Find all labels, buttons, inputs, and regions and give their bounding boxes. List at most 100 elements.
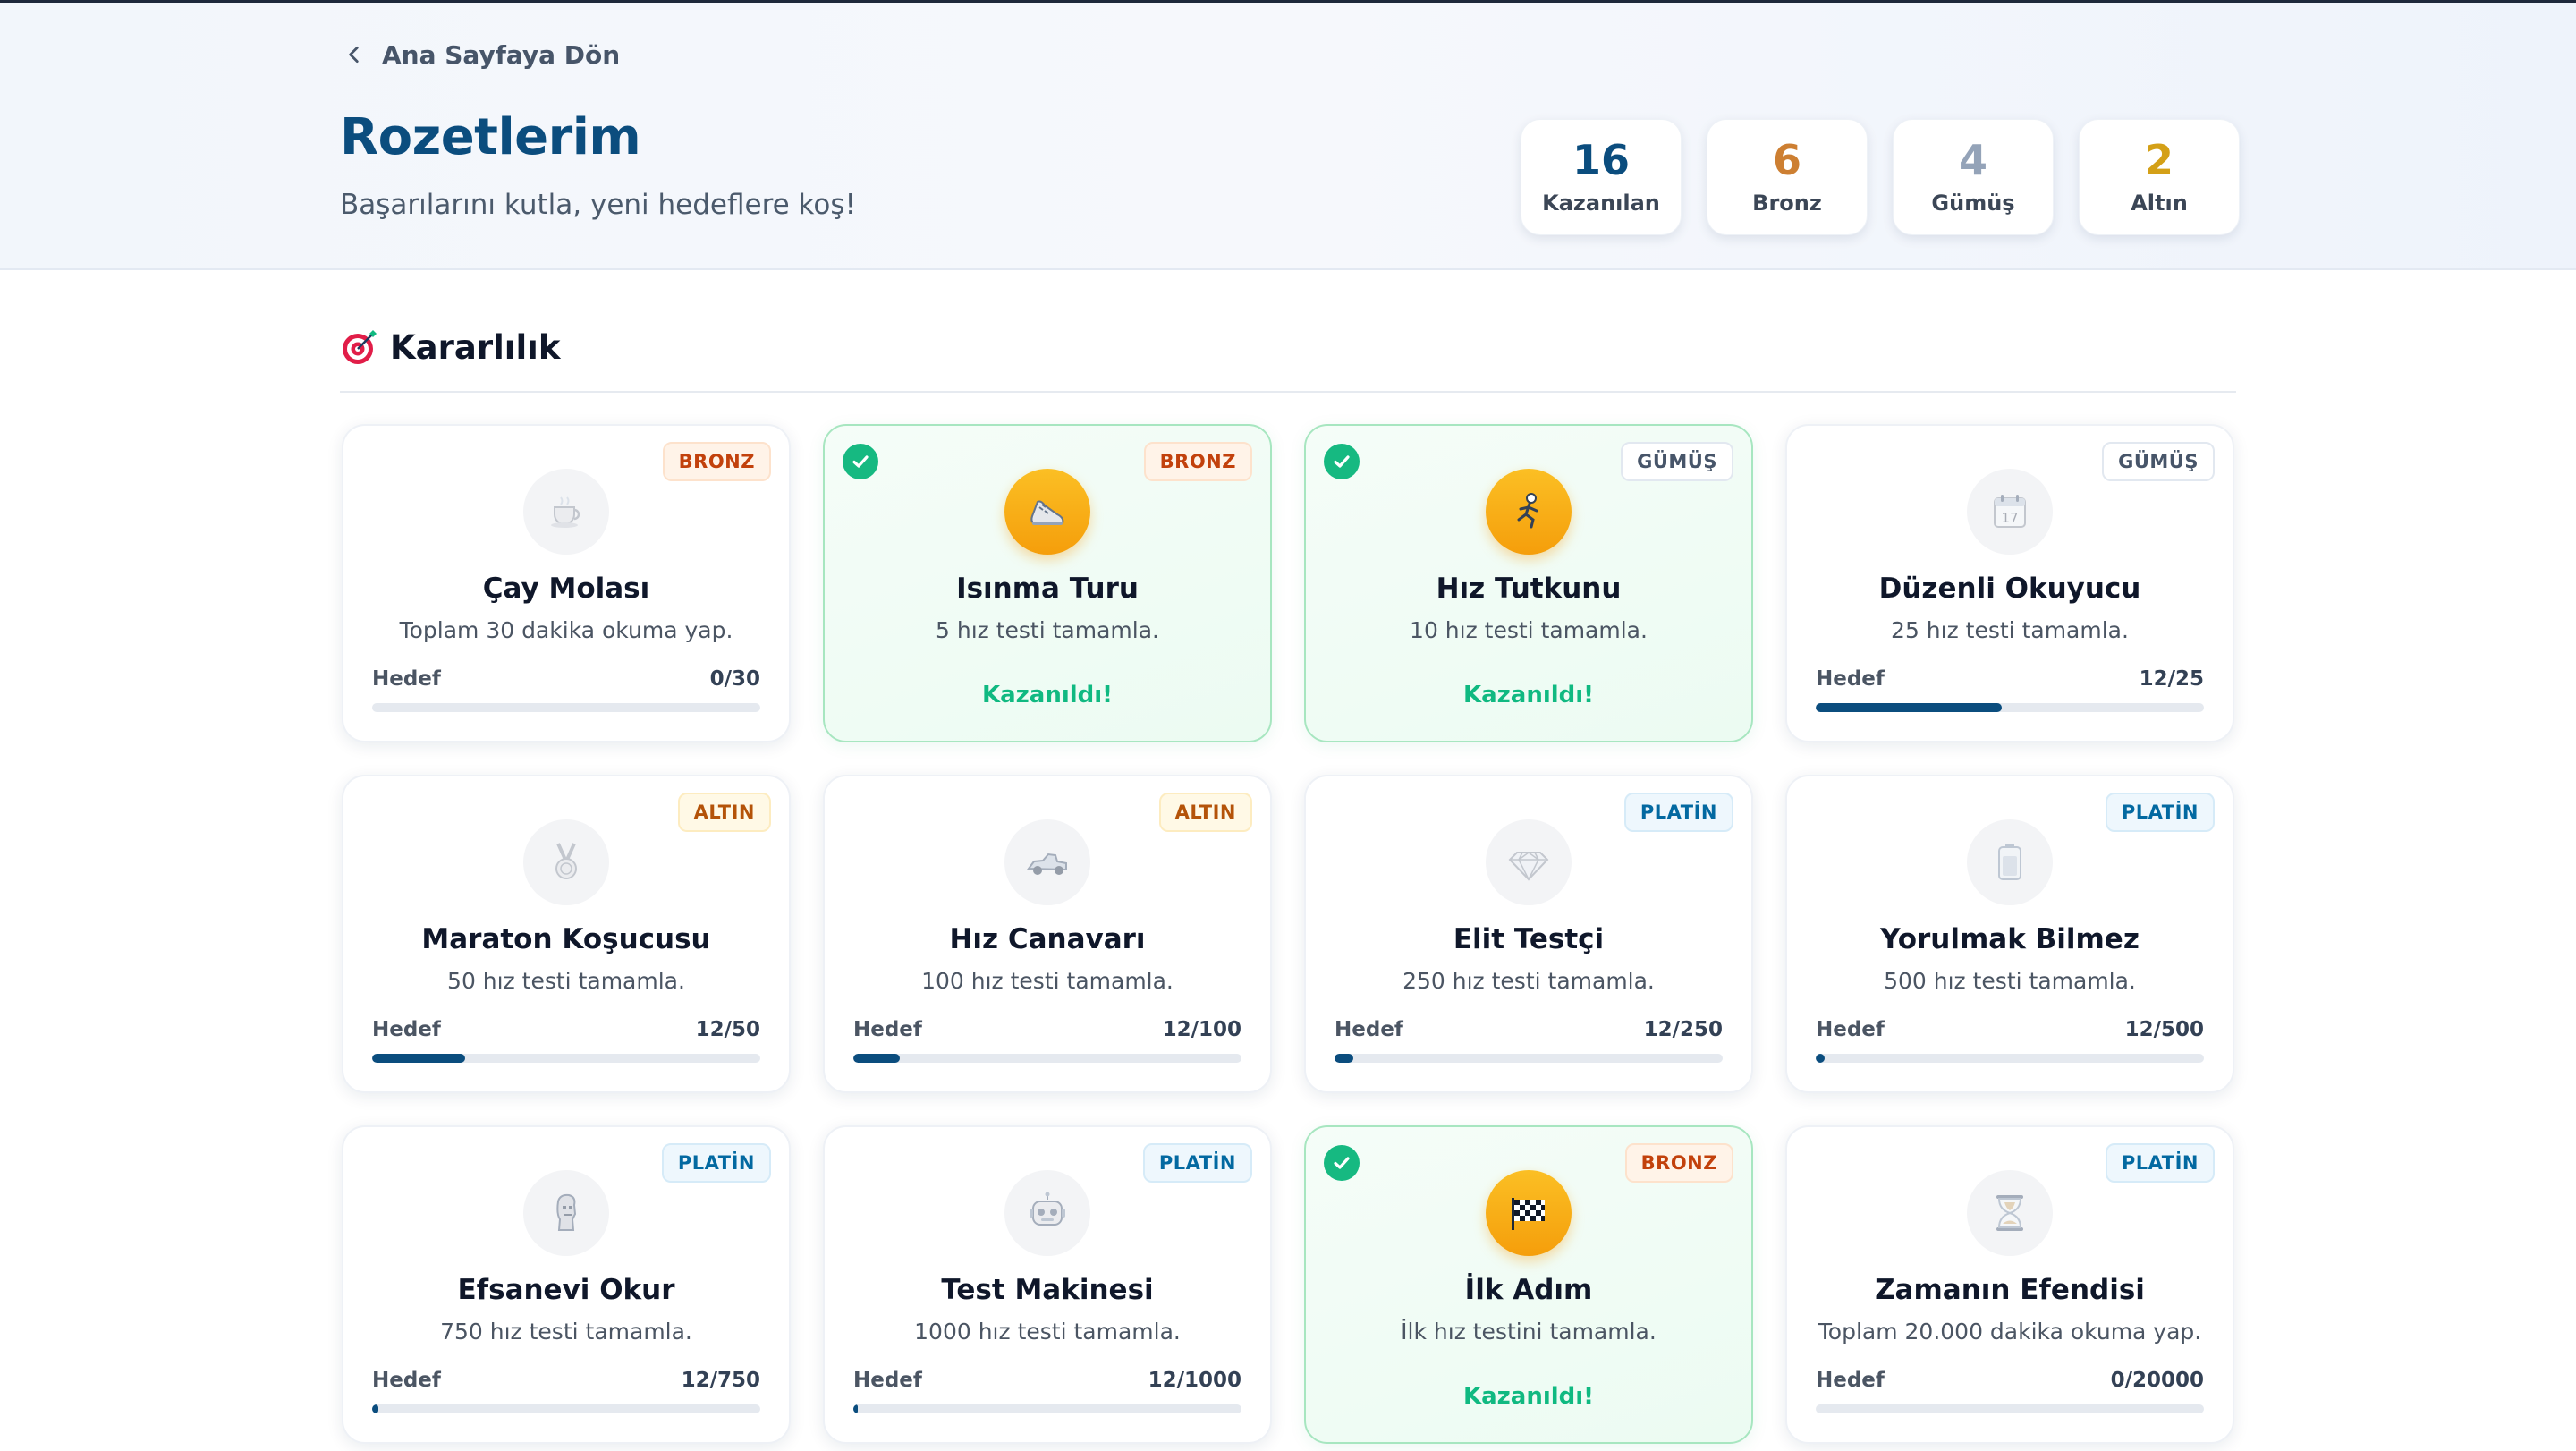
running-shoe-icon	[1004, 469, 1090, 555]
badge-progress: Hedef 12/100	[853, 1018, 1241, 1063]
badge-card[interactable]: ALTIN Hız Canavarı 100 hız testi tamamla. H…	[823, 775, 1272, 1093]
tier-badge: PLATİN	[1142, 1143, 1252, 1183]
progress-bar	[853, 1404, 1241, 1413]
badge-progress: Hedef 0/30	[372, 667, 760, 712]
earned-check-icon	[1324, 1145, 1360, 1181]
tier-badge: BRONZ	[1143, 442, 1252, 481]
tier-badge: BRONZ	[1624, 1143, 1733, 1183]
checkmark-icon	[852, 455, 869, 468]
badge-description: 10 hız testi tamamla.	[1410, 617, 1648, 643]
badge-card[interactable]: PLATİN Test Makinesi 1000 hız testi tamaml…	[823, 1125, 1272, 1444]
badge-name: İlk Adım	[1464, 1274, 1593, 1306]
progress-bar-fill	[1816, 703, 2003, 712]
earned-label: Kazanıldı!	[1462, 1383, 1595, 1410]
stat-gold: 2 Altın	[2079, 119, 2240, 235]
badge-progress: Hedef 12/250	[1335, 1018, 1723, 1063]
runner-icon	[1486, 469, 1572, 555]
progress-label: Hedef	[372, 1369, 441, 1392]
progress-bar-fill	[853, 1054, 901, 1063]
tier-badge: PLATİN	[2105, 793, 2215, 832]
tier-badge: GÜMÜŞ	[2102, 442, 2215, 481]
badge-name: Hız Tutkunu	[1436, 573, 1622, 605]
page-header: Ana Sayfaya Dön Rozetlerim Başarılarını …	[0, 3, 2576, 270]
badge-name: Hız Canavarı	[949, 923, 1146, 955]
progress-value: 0/20000	[2110, 1369, 2204, 1392]
badge-description: İlk hız testini tamamla.	[1401, 1319, 1657, 1345]
progress-bar-fill	[372, 1054, 466, 1063]
calendar-icon: 17	[1967, 469, 2053, 555]
badge-name: Elit Testçi	[1453, 923, 1605, 955]
stat-label: Bronz	[1752, 191, 1822, 216]
target-icon	[343, 330, 377, 364]
badge-card[interactable]: PLATİN Yorulmak Bilmez 500 hız testi tamam…	[1785, 775, 2234, 1093]
progress-bar-fill	[1816, 1054, 1826, 1063]
page-subtitle: Başarılarını kutla, yeni hedeflere koş!	[340, 189, 856, 221]
progress-label: Hedef	[1816, 1018, 1885, 1041]
progress-label: Hedef	[1335, 1018, 1403, 1041]
badge-card[interactable]: GÜMÜŞ Hız Tutkunu 10 hız testi tamamla. Kaz…	[1304, 424, 1753, 742]
progress-value: 0/30	[709, 667, 760, 691]
tea-cup-icon	[523, 469, 609, 555]
chevron-left-icon	[349, 47, 359, 63]
badge-card[interactable]: BRONZ İlk Adım İlk hız testini tamamla. Kaz…	[1304, 1125, 1753, 1444]
robot-icon	[1004, 1170, 1090, 1256]
progress-label: Hedef	[1816, 667, 1885, 691]
badge-progress: Hedef 12/750	[372, 1369, 760, 1413]
section-header: Kararlılık	[340, 327, 560, 367]
section-title: Kararlılık	[390, 327, 561, 367]
badge-description: 750 hız testi tamamla.	[440, 1319, 692, 1345]
progress-label: Hedef	[1816, 1369, 1885, 1392]
progress-bar	[372, 1404, 760, 1413]
stat-value: 6	[1772, 135, 1801, 184]
top-border	[0, 0, 2576, 3]
stat-bronze: 6 Bronz	[1707, 119, 1868, 235]
stat-value: 4	[1958, 135, 1987, 184]
progress-bar	[1816, 1404, 2204, 1413]
earned-label: Kazanıldı!	[1462, 682, 1595, 709]
battery-icon	[1967, 819, 2053, 905]
badge-progress: Hedef 12/25	[1816, 667, 2204, 712]
badge-card[interactable]: PLATİN Efsanevi Okur 750 hız testi tamamla…	[342, 1125, 791, 1444]
progress-label: Hedef	[853, 1018, 922, 1041]
badge-description: 1000 hız testi tamamla.	[914, 1319, 1181, 1345]
badge-card[interactable]: BRONZ Isınma Turu 5 hız testi tamamla. Kaza…	[823, 424, 1272, 742]
tier-badge: ALTIN	[677, 793, 771, 832]
badge-description: 50 hız testi tamamla.	[447, 968, 685, 994]
race-car-icon	[1004, 819, 1090, 905]
badge-description: 500 hız testi tamamla.	[1884, 968, 2136, 994]
badge-name: Yorulmak Bilmez	[1880, 923, 2140, 955]
section-divider	[340, 391, 2236, 393]
badge-progress: Hedef 12/1000	[853, 1369, 1241, 1413]
stat-value: 16	[1572, 135, 1630, 184]
progress-label: Hedef	[372, 1018, 441, 1041]
tier-badge: BRONZ	[662, 442, 771, 481]
progress-bar	[1816, 1054, 2204, 1063]
badge-card[interactable]: PLATİN Zamanın Efendisi Toplam 20.000 daki…	[1785, 1125, 2234, 1444]
badge-card[interactable]: PLATİN Elit Testçi 250 hız testi tamamla. H…	[1304, 775, 1753, 1093]
progress-value: 12/100	[1162, 1018, 1241, 1041]
tier-badge: ALTIN	[1158, 793, 1252, 832]
badge-description: Toplam 30 dakika okuma yap.	[399, 617, 733, 643]
tier-badge: PLATİN	[661, 1143, 771, 1183]
badge-description: Toplam 20.000 dakika okuma yap.	[1818, 1319, 2202, 1345]
stat-silver: 4 Gümüş	[1893, 119, 2054, 235]
checkered-flag-icon	[1486, 1170, 1572, 1256]
progress-value: 12/250	[1643, 1018, 1723, 1041]
progress-bar-fill	[853, 1404, 859, 1413]
progress-value: 12/50	[695, 1018, 760, 1041]
tier-badge: PLATİN	[1623, 793, 1733, 832]
checkmark-icon	[1334, 1157, 1350, 1169]
progress-bar	[372, 703, 760, 712]
progress-bar	[853, 1054, 1241, 1063]
badge-name: Test Makinesi	[941, 1274, 1154, 1306]
back-to-home-link[interactable]: Ana Sayfaya Dön	[343, 37, 620, 72]
badge-name: Çay Molası	[482, 573, 650, 605]
progress-value: 12/750	[681, 1369, 760, 1392]
stat-value: 2	[2144, 135, 2174, 184]
badge-description: 250 hız testi tamamla.	[1402, 968, 1655, 994]
badge-card[interactable]: BRONZ Çay Molası Toplam 30 dakika okuma ya…	[342, 424, 791, 742]
statue-icon	[523, 1170, 609, 1256]
badge-card[interactable]: GÜMÜŞ 17 Düzenli Okuyucu 25 hız testi tamam…	[1785, 424, 2234, 742]
progress-bar	[1816, 703, 2204, 712]
badge-card[interactable]: ALTIN Maraton Koşucusu 50 hız testi tamaml…	[342, 775, 791, 1093]
